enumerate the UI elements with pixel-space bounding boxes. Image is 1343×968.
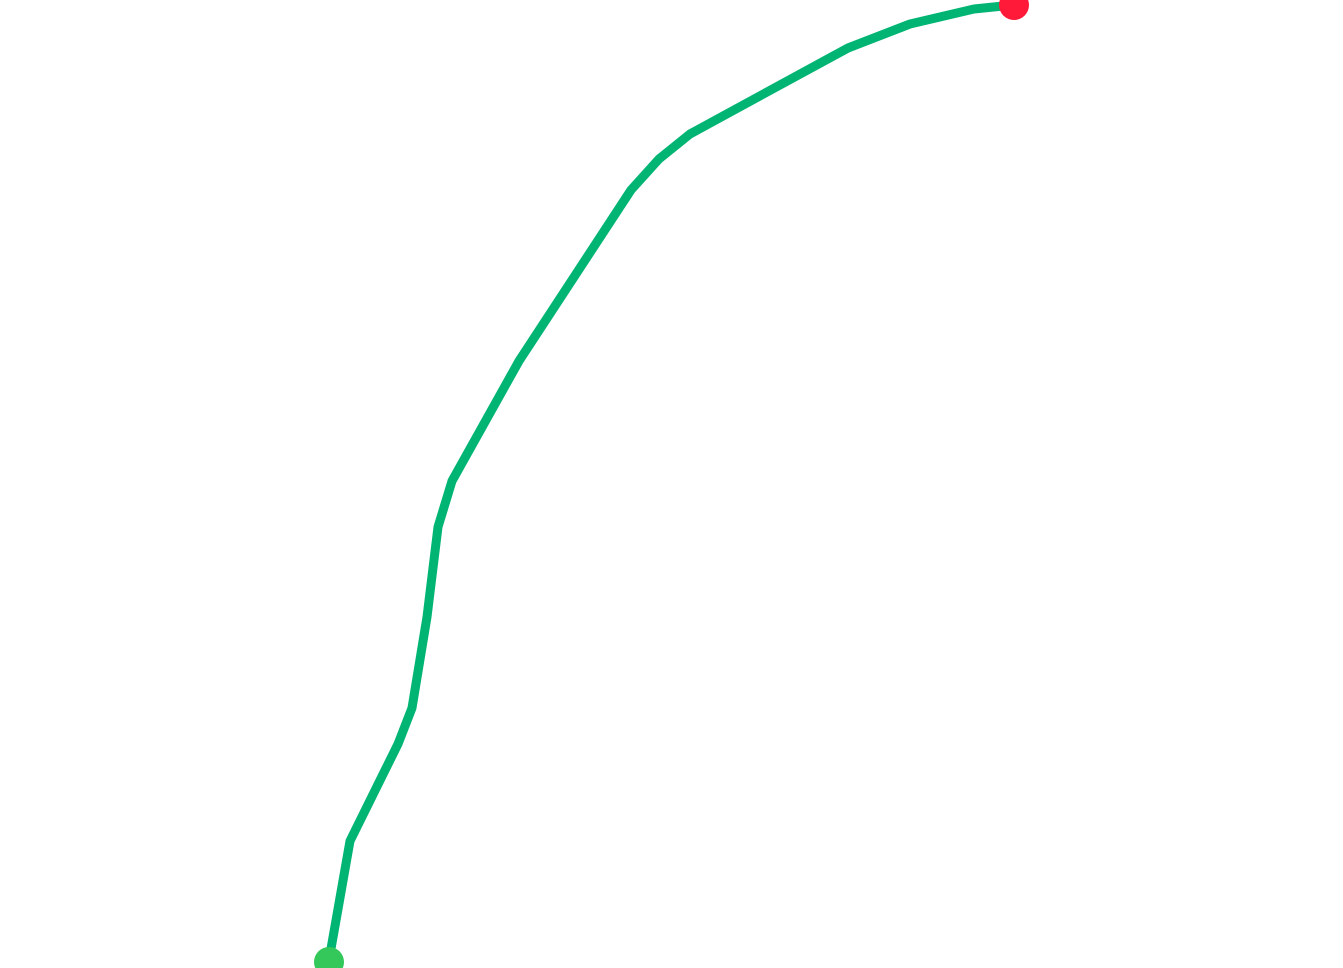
end-marker-icon[interactable] bbox=[999, 0, 1029, 20]
route-line bbox=[324, 0, 1018, 965]
start-marker-icon[interactable] bbox=[314, 947, 344, 968]
